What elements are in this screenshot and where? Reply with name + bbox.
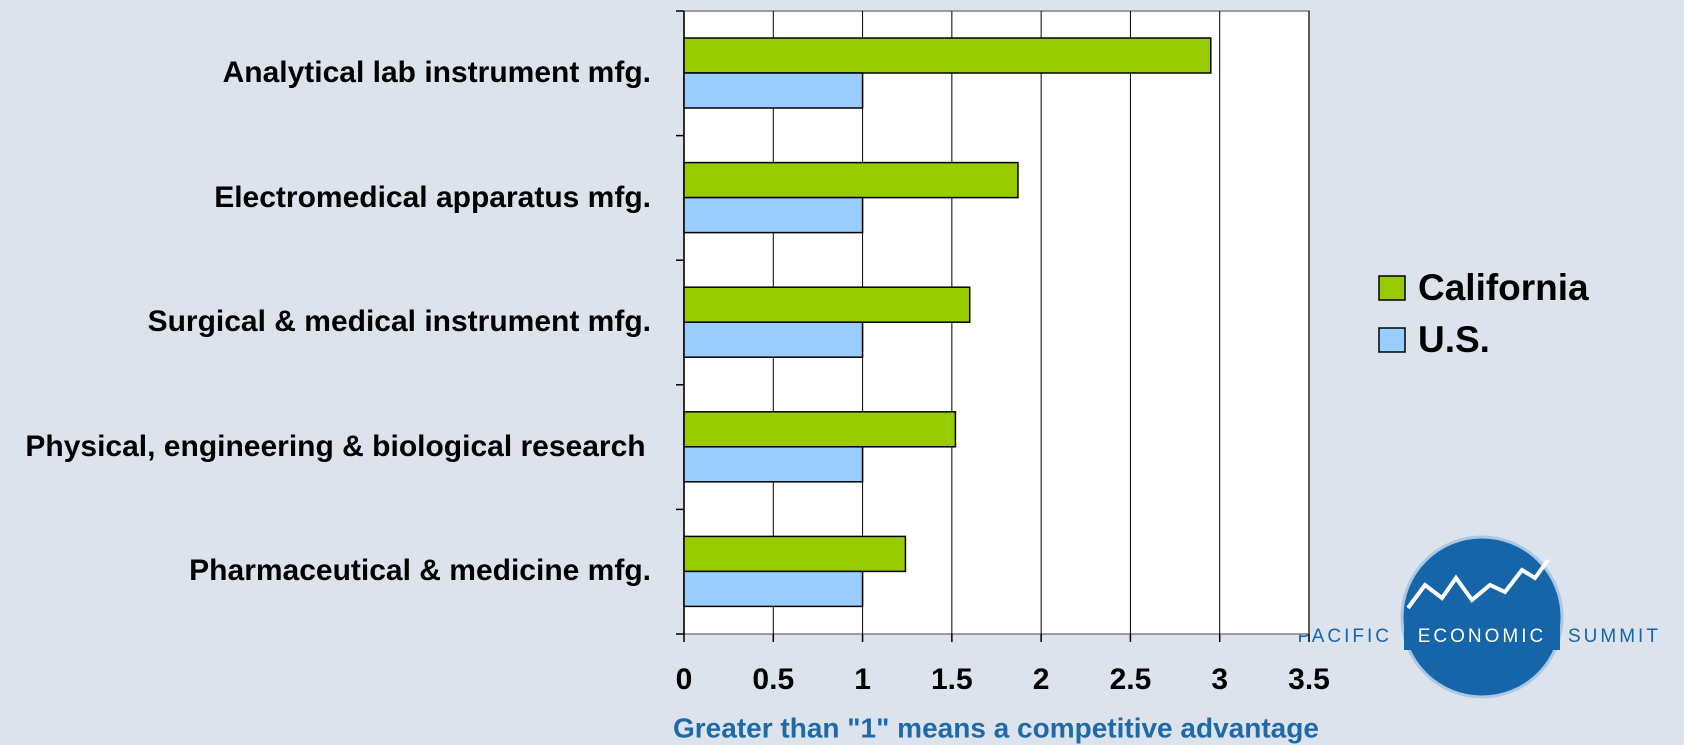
bar: [683, 161, 1019, 199]
x-tick-label: 2.5: [1110, 663, 1152, 696]
x-tick-label: 3.5: [1288, 663, 1330, 696]
logo-band: [1404, 622, 1560, 650]
logo-text: PACIFIC: [1297, 626, 1392, 647]
bar: [683, 411, 957, 448]
x-tick-label: 3: [1211, 663, 1228, 696]
bar: [683, 37, 1212, 74]
bar: [683, 321, 864, 358]
x-tick-label: 0.5: [752, 663, 794, 696]
y-tick-label: Electromedical apparatus mfg.: [214, 180, 651, 214]
legend-swatch: [1378, 327, 1406, 353]
logo-line: [1406, 558, 1550, 610]
legend-label: California: [1418, 267, 1589, 308]
bar: [683, 570, 864, 608]
y-tick-label: Pharmaceutical & medicine mfg.: [189, 554, 651, 588]
x-tick-label: 1.5: [931, 663, 973, 696]
x-tick-label: 1: [854, 663, 871, 696]
bar: [683, 446, 864, 483]
logo-text: SUMMIT: [1568, 626, 1661, 647]
y-tick-label: Surgical & medical instrument mfg.: [147, 305, 651, 339]
legend-swatch: [1378, 275, 1406, 301]
annotation: Greater than "1" means a competitive adv…: [673, 712, 1319, 743]
x-tick-label: 0: [676, 663, 693, 696]
logo-circle: [1400, 535, 1564, 699]
legend-label: U.S.: [1418, 319, 1490, 360]
bar: [683, 196, 864, 234]
bar: [683, 286, 971, 323]
x-tick-label: 2: [1033, 663, 1050, 696]
logo-text: ECONOMIC: [1418, 626, 1547, 647]
bar: [683, 535, 907, 573]
y-tick-label: Analytical lab instrument mfg.: [222, 56, 651, 89]
bar: [683, 72, 864, 109]
y-tick-label: Physical, engineering & biological resea…: [25, 429, 646, 463]
logo: PACIFIC ECONOMIC SUMMIT: [1297, 535, 1661, 699]
